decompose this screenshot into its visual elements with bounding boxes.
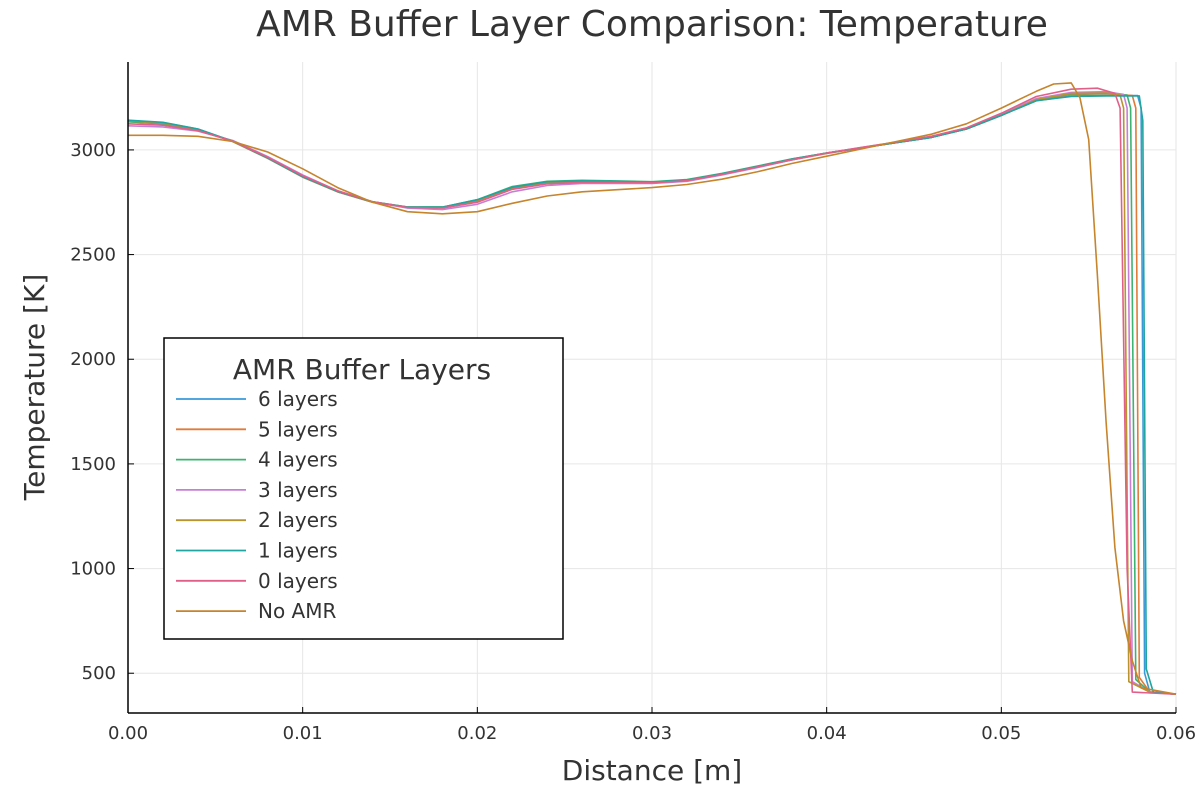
- y-tick-label: 500: [82, 663, 116, 684]
- legend-label: 2 layers: [258, 508, 338, 532]
- chart-title: AMR Buffer Layer Comparison: Temperature: [256, 4, 1048, 45]
- y-tick-label: 1500: [70, 454, 116, 475]
- legend: AMR Buffer Layers 6 layers 5 layers 4 laye…: [163, 337, 564, 640]
- series-group: [127, 82, 1177, 695]
- x-tick-label: 0.04: [807, 723, 847, 744]
- legend-items: 6 layers 5 layers 4 layers 3 layers 2 layers…: [176, 387, 338, 623]
- legend-label: 6 layers: [258, 387, 338, 411]
- y-tick-label: 3000: [70, 140, 116, 161]
- x-tick-label: 0.06: [1156, 723, 1196, 744]
- x-axis-label: Distance [m]: [562, 754, 742, 787]
- y-tick-label: 2500: [70, 245, 116, 266]
- series-line-7: [128, 82, 1177, 695]
- ticks: 0.00 0.01 0.02 0.03 0.04 0.05 0.06 500 1000 1500 2…: [70, 140, 1196, 744]
- x-tick-label: 0.01: [283, 723, 323, 744]
- series-line-6: [127, 87, 1177, 695]
- legend-label: 4 layers: [258, 448, 338, 472]
- legend-label: 3 layers: [258, 478, 338, 502]
- x-tick-label: 0.03: [632, 723, 672, 744]
- legend-box: [163, 337, 564, 640]
- y-axis-label: Temperature [K]: [18, 274, 51, 501]
- legend-title: AMR Buffer Layers: [233, 353, 491, 386]
- legend-label: 1 layers: [258, 539, 338, 563]
- legend-label: No AMR: [258, 599, 336, 623]
- legend-label: 0 layers: [258, 569, 338, 593]
- x-tick-label: 0.00: [108, 723, 148, 744]
- x-tick-label: 0.05: [981, 723, 1021, 744]
- y-tick-label: 1000: [70, 559, 116, 580]
- x-tick-label: 0.02: [457, 723, 497, 744]
- y-tick-label: 2000: [70, 349, 116, 370]
- legend-label: 5 layers: [258, 417, 338, 441]
